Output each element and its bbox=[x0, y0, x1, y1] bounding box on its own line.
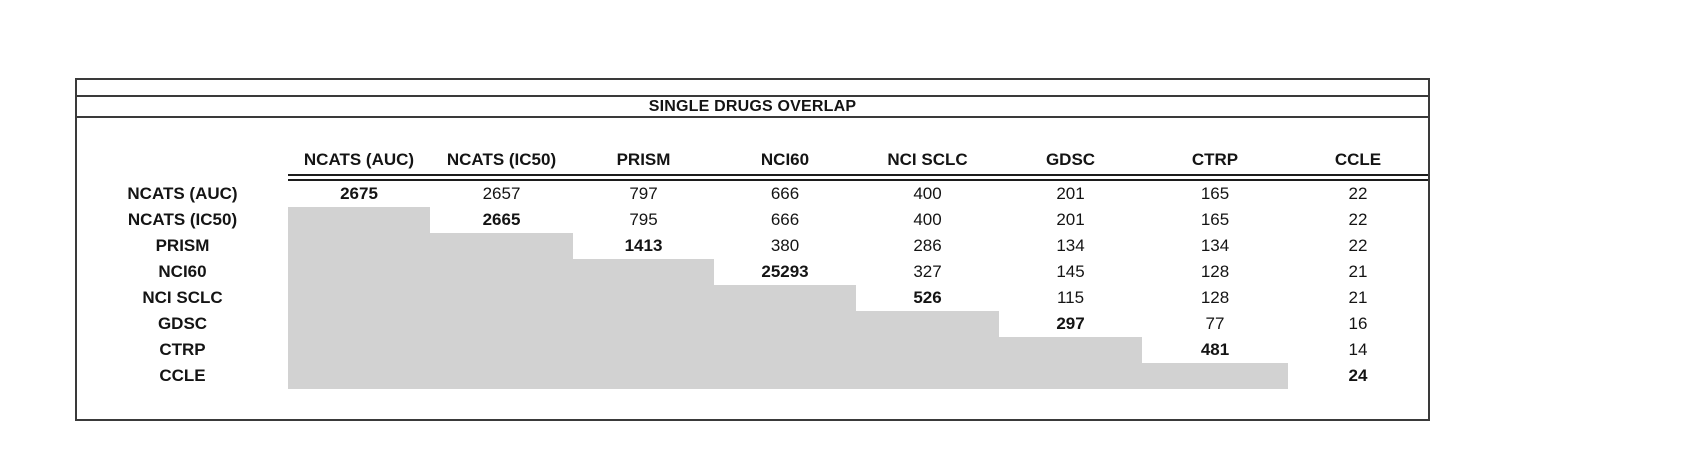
matrix-cell bbox=[430, 337, 573, 363]
matrix-cell bbox=[573, 311, 714, 337]
matrix-cell bbox=[288, 285, 430, 311]
matrix-cell: 526 bbox=[913, 288, 942, 307]
matrix-cell bbox=[714, 285, 856, 311]
matrix-cell: 666 bbox=[770, 184, 800, 203]
column-header: NCI SCLC bbox=[887, 150, 968, 169]
matrix-cell: 128 bbox=[1200, 288, 1230, 307]
matrix-cell bbox=[288, 259, 430, 285]
matrix-cell: 795 bbox=[629, 210, 658, 229]
column-header: NCATS (IC50) bbox=[446, 150, 557, 169]
row-label: NCI60 bbox=[158, 262, 207, 281]
matrix-cell: 1413 bbox=[624, 236, 663, 255]
matrix-cell: 165 bbox=[1200, 184, 1230, 203]
table-top-spacer-row bbox=[77, 80, 1428, 97]
column-header: NCATS (AUC) bbox=[303, 150, 415, 169]
matrix-cell: 380 bbox=[770, 236, 800, 255]
row-label: NCATS (IC50) bbox=[127, 210, 238, 229]
matrix-cell: 165 bbox=[1200, 210, 1230, 229]
table-row: CCLE 24 bbox=[77, 363, 1428, 389]
matrix-cell bbox=[430, 285, 573, 311]
table-row: NCATS (AUC) 2675 2657 797 666 400 201 165 22 bbox=[77, 181, 1428, 207]
table-row: NCI SCLC 526 115 128 21 bbox=[77, 285, 1428, 311]
matrix-cell: 134 bbox=[1200, 236, 1230, 255]
matrix-cell: 22 bbox=[1348, 236, 1368, 255]
matrix-cell bbox=[856, 337, 999, 363]
matrix-cell: 2657 bbox=[482, 184, 521, 203]
matrix-cell bbox=[288, 311, 430, 337]
column-header: CCLE bbox=[1334, 150, 1382, 169]
row-label: PRISM bbox=[155, 236, 210, 255]
matrix-cell: 145 bbox=[1056, 262, 1085, 281]
matrix-cell: 400 bbox=[913, 210, 942, 229]
matrix-cell bbox=[856, 363, 999, 389]
matrix-cell: 2665 bbox=[482, 210, 521, 229]
matrix-cell: 797 bbox=[629, 184, 658, 203]
matrix-cell bbox=[999, 337, 1142, 363]
matrix-cell bbox=[714, 337, 856, 363]
table-title-row: SINGLE DRUGS OVERLAP bbox=[77, 97, 1428, 118]
header-double-rule bbox=[288, 174, 1428, 181]
matrix-cell bbox=[430, 311, 573, 337]
matrix-cell bbox=[288, 233, 430, 259]
row-label: CCLE bbox=[159, 366, 206, 385]
matrix-cell: 25293 bbox=[761, 262, 809, 281]
column-header: PRISM bbox=[616, 150, 671, 169]
matrix-cell: 128 bbox=[1200, 262, 1230, 281]
row-label: GDSC bbox=[157, 314, 208, 333]
row-label: NCI SCLC bbox=[142, 288, 223, 307]
matrix-cell bbox=[430, 259, 573, 285]
matrix-cell bbox=[573, 363, 714, 389]
table-row: NCI60 25293 327 145 128 21 bbox=[77, 259, 1428, 285]
table-row: NCATS (IC50) 2665 795 666 400 201 165 22 bbox=[77, 207, 1428, 233]
matrix-cell: 400 bbox=[913, 184, 942, 203]
matrix-cell bbox=[714, 363, 856, 389]
table-row: PRISM 1413 380 286 134 134 22 bbox=[77, 233, 1428, 259]
matrix-cell bbox=[573, 259, 714, 285]
table-title: SINGLE DRUGS OVERLAP bbox=[648, 97, 857, 115]
matrix-cell: 24 bbox=[1348, 366, 1368, 385]
matrix-cell bbox=[430, 233, 573, 259]
matrix-cell bbox=[714, 311, 856, 337]
column-header: GDSC bbox=[1045, 150, 1096, 169]
matrix-cell bbox=[1142, 363, 1288, 389]
table-row: CTRP 481 14 bbox=[77, 337, 1428, 363]
row-label: NCATS (AUC) bbox=[127, 184, 238, 203]
matrix-cell: 134 bbox=[1056, 236, 1085, 255]
matrix-cell bbox=[573, 285, 714, 311]
matrix-cell bbox=[999, 363, 1142, 389]
matrix-cell bbox=[288, 207, 430, 233]
matrix-cell: 2675 bbox=[340, 184, 378, 203]
matrix-cell: 327 bbox=[913, 262, 942, 281]
overlap-table: SINGLE DRUGS OVERLAP NCATS (AUC) NCATS (I… bbox=[75, 78, 1430, 421]
matrix-cell: 666 bbox=[770, 210, 800, 229]
column-header-row: NCATS (AUC) NCATS (IC50) PRISM NCI60 NCI SCL… bbox=[77, 118, 1428, 174]
matrix-cell: 16 bbox=[1348, 314, 1368, 333]
matrix-cell: 21 bbox=[1348, 288, 1368, 307]
matrix-cell: 22 bbox=[1348, 210, 1368, 229]
column-header: NCI60 bbox=[760, 150, 810, 169]
row-label: CTRP bbox=[159, 340, 206, 359]
matrix-cell: 22 bbox=[1348, 184, 1368, 203]
matrix-cell bbox=[288, 337, 430, 363]
matrix-cell bbox=[430, 363, 573, 389]
matrix-cell: 14 bbox=[1348, 340, 1368, 359]
column-header: CTRP bbox=[1191, 150, 1239, 169]
matrix-cell: 201 bbox=[1056, 210, 1085, 229]
table-row: GDSC 297 77 16 bbox=[77, 311, 1428, 337]
matrix-cell: 286 bbox=[913, 236, 942, 255]
matrix-cell bbox=[288, 363, 430, 389]
matrix-cell bbox=[573, 337, 714, 363]
matrix-cell: 115 bbox=[1056, 288, 1085, 307]
matrix-cell bbox=[856, 311, 999, 337]
matrix-cell: 201 bbox=[1056, 184, 1085, 203]
matrix-cell: 297 bbox=[1056, 314, 1085, 333]
matrix-cell: 481 bbox=[1200, 340, 1230, 359]
matrix-cell: 21 bbox=[1348, 262, 1368, 281]
matrix-cell: 77 bbox=[1205, 314, 1225, 333]
matrix-body: NCATS (AUC) 2675 2657 797 666 400 201 165 22 NCAT… bbox=[77, 181, 1428, 389]
